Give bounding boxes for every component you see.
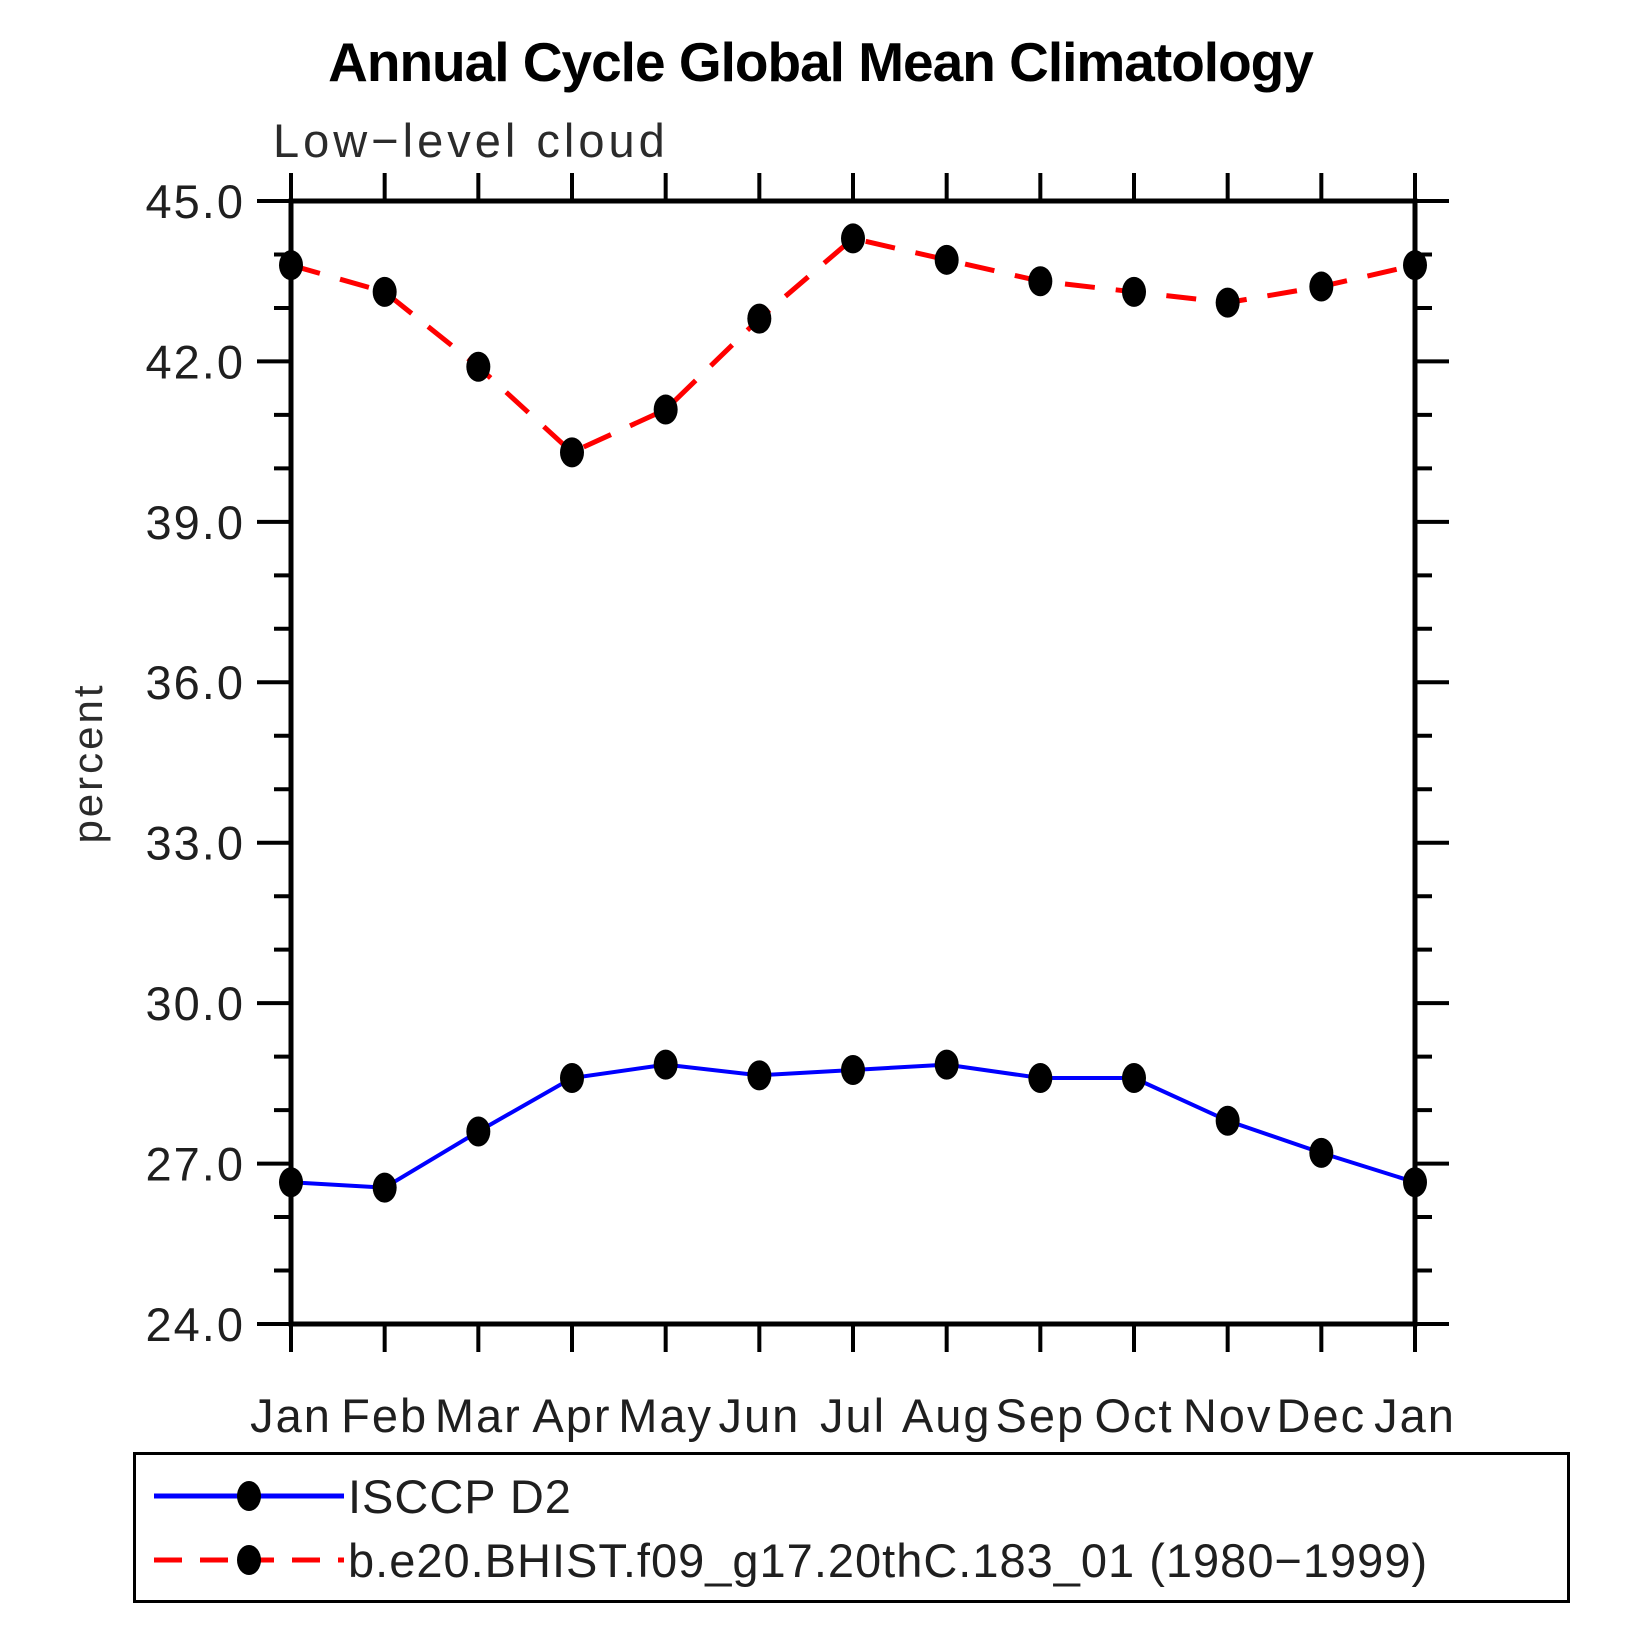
chart-title: Annual Cycle Global Mean Climatology — [328, 31, 1314, 93]
data-point-marker — [466, 351, 491, 382]
data-point-marker — [560, 437, 584, 468]
x-tick-label: Feb — [341, 1389, 428, 1442]
legend-label: b.e20.BHIST.f09_g17.20thC.183_01 (1980−1… — [348, 1533, 1429, 1587]
x-tick-label: Jan — [250, 1389, 332, 1442]
data-point-marker — [934, 1049, 959, 1080]
data-point-marker — [653, 1049, 678, 1080]
legend-label: ISCCP D2 — [348, 1469, 572, 1523]
data-point-marker — [747, 1060, 772, 1091]
legend-sample-marker — [237, 1481, 261, 1511]
data-point-marker — [747, 303, 772, 334]
legend-box: ISCCP D2 b.e20.BHIST.f09_g17.20thC.183_0… — [133, 1452, 1570, 1603]
series-line — [290, 235, 1416, 456]
data-point-marker — [653, 394, 678, 425]
data-point-marker — [1122, 1063, 1146, 1094]
legend-sample-marker — [237, 1545, 261, 1575]
data-point-marker — [279, 1167, 303, 1198]
x-tick-label: Apr — [532, 1389, 611, 1442]
x-tick-label: Jun — [718, 1389, 800, 1442]
x-tick-label: Dec — [1277, 1389, 1367, 1442]
y-tick-label: 33.0 — [146, 817, 245, 870]
axes — [288, 198, 1418, 1327]
legend-item-model: b.e20.BHIST.f09_g17.20thC.183_01 (1980−1… — [146, 1529, 1428, 1591]
data-point-marker — [1028, 266, 1053, 297]
x-tick-label: Sep — [996, 1389, 1086, 1442]
data-point-marker — [560, 1063, 584, 1094]
data-point-marker — [372, 1172, 397, 1203]
data-point-marker — [934, 244, 959, 275]
data-point-marker — [841, 1054, 865, 1085]
y-tick-label: 24.0 — [146, 1298, 245, 1351]
series-1 — [279, 223, 1427, 468]
y-tick-label: 30.0 — [146, 977, 245, 1030]
data-point-marker — [841, 223, 865, 254]
y-tick-label: 42.0 — [146, 335, 245, 388]
data-point-marker — [1215, 1105, 1240, 1136]
legend-dashed-line-icon — [154, 1545, 344, 1575]
data-point-marker — [1403, 1167, 1427, 1198]
x-tick-label: Aug — [902, 1389, 992, 1442]
data-point-marker — [1309, 271, 1334, 302]
data-point-marker — [372, 276, 397, 307]
legend-item-isccp: ISCCP D2 — [146, 1465, 572, 1527]
data-point-marker — [1028, 1063, 1053, 1094]
x-tick-label: May — [618, 1389, 713, 1442]
y-tick-label: 27.0 — [146, 1137, 245, 1190]
legend-solid-line-icon — [154, 1481, 344, 1511]
x-tick-label: Nov — [1183, 1389, 1273, 1442]
x-tick-label: Jan — [1374, 1389, 1456, 1442]
y-tick-label: 39.0 — [146, 496, 245, 549]
series-0 — [279, 1049, 1427, 1203]
data-point-marker — [1215, 287, 1240, 318]
x-tick-label: Jul — [820, 1389, 886, 1442]
data-point-marker — [279, 250, 303, 281]
chart-subtitle: Low−level cloud — [273, 114, 669, 167]
x-tick-label: Mar — [435, 1389, 522, 1442]
y-tick-label: 45.0 — [146, 175, 245, 228]
data-point-marker — [1403, 250, 1427, 281]
data-point-marker — [1122, 276, 1146, 307]
y-tick-label: 36.0 — [146, 656, 245, 709]
data-point-marker — [466, 1116, 491, 1147]
x-tick-label: Oct — [1094, 1389, 1173, 1442]
axis-ticks — [257, 173, 1449, 1352]
data-point-marker — [1309, 1137, 1334, 1168]
